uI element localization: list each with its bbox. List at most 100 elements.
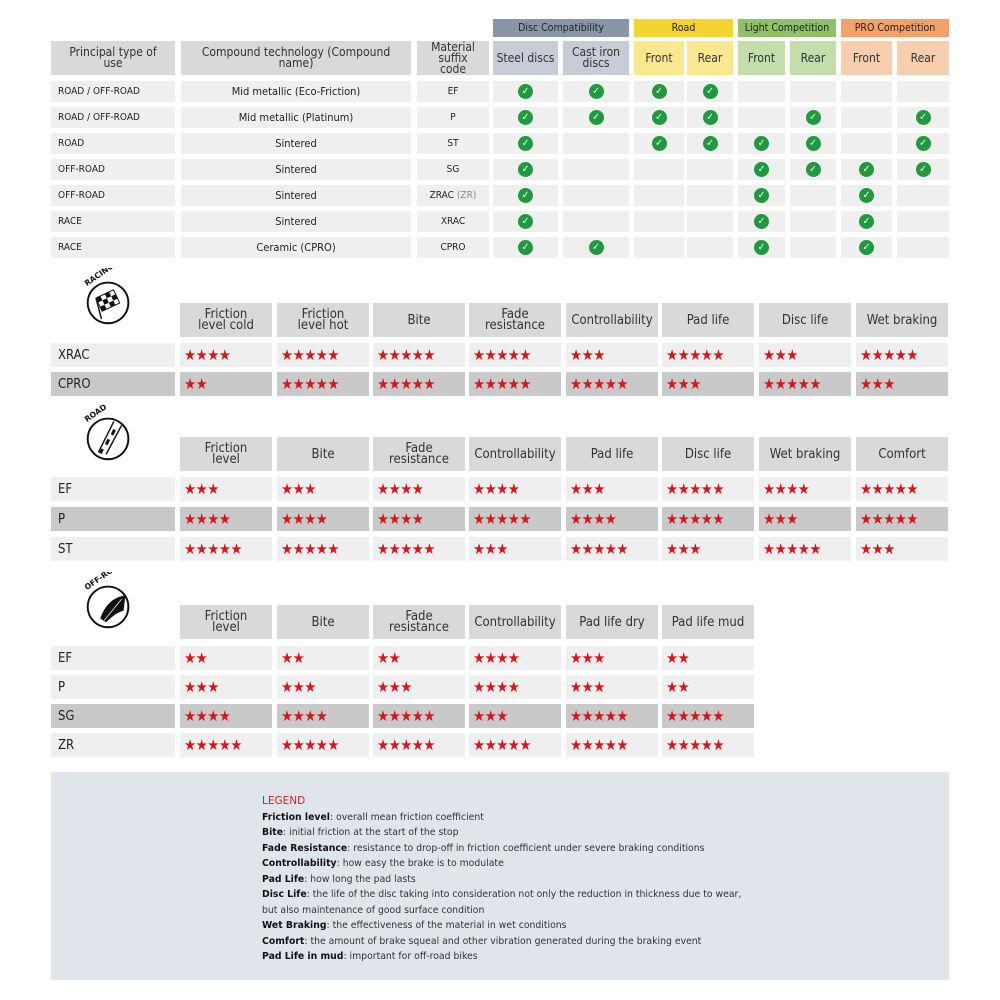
rating-row-code: EF: [51, 646, 175, 670]
column-header: Rear: [687, 41, 733, 75]
column-header: Front: [738, 41, 785, 75]
star-rating: ★★★★★: [662, 733, 754, 757]
column-header: Principal type of use: [51, 41, 175, 75]
check-cell: ✓: [841, 211, 892, 232]
check-cell: [687, 185, 733, 206]
check-cell: ✓: [790, 159, 836, 180]
star-rating: ★★★: [566, 646, 658, 670]
rating-row-code: ZR: [51, 733, 175, 757]
star-rating: ★★★★★: [662, 477, 754, 501]
rating-column-header: Bite: [373, 303, 465, 337]
check-icon: ✓: [754, 162, 769, 177]
star-rating: ★★★: [469, 537, 561, 561]
star-rating: ★★★★★: [662, 343, 754, 367]
star-rating: ★★★★★: [469, 343, 561, 367]
column-header-label: Compound technology (Compound name): [201, 45, 391, 70]
legend-term: Fade Resistance: [262, 842, 348, 854]
rating-column-header: Controllability: [469, 605, 561, 639]
code-cell: ZRAC (ZR): [417, 185, 489, 206]
check-icon: ✓: [588, 240, 604, 255]
code-cell: EF: [417, 81, 489, 102]
star-rating: ★★★★★: [277, 733, 369, 757]
star-rating: ★★★★: [180, 507, 272, 531]
rating-column-header: Disc life: [759, 303, 851, 337]
code: XRAC: [440, 216, 466, 227]
legend-item: Comfort: the amount of brake squeal and …: [262, 934, 741, 950]
legend-description: : the effectiveness of the material in w…: [326, 920, 567, 931]
star-rating: ★★★★: [759, 477, 851, 501]
rating-row-code: P: [51, 507, 175, 531]
star-rating: ★★★★★: [373, 343, 465, 367]
column-header: Front: [841, 41, 892, 75]
star-rating: ★★★★: [373, 507, 465, 531]
check-cell: [897, 211, 949, 232]
group-header: Road: [634, 19, 733, 37]
legend-term: Comfort: [262, 935, 305, 947]
legend-term: Disc Life: [262, 889, 307, 900]
star-rating: ★★★★: [180, 343, 272, 367]
rating-row-code: ST: [51, 537, 175, 561]
legend-item: but also maintenance of good surface con…: [262, 903, 741, 919]
column-header-label: Fade resistance: [485, 307, 545, 333]
rating-column-header: Pad life: [566, 437, 658, 471]
check-cell: [687, 211, 733, 232]
compound-cell: Sintered: [181, 159, 411, 180]
check-icon: ✓: [915, 136, 931, 151]
star-rating: ★★★★: [180, 704, 272, 728]
check-cell: [790, 211, 836, 232]
column-header-label: Pad life: [590, 446, 634, 462]
check-cell: ✓: [687, 81, 733, 102]
star-rating: ★★★: [662, 537, 754, 561]
star-rating: ★★★: [856, 372, 948, 396]
legend-item: Friction level: overall mean friction co…: [262, 810, 741, 826]
star-rating: ★★★★★: [662, 704, 754, 728]
star-rating: ★★★: [566, 675, 658, 699]
check-icon: ✓: [754, 136, 769, 151]
compound-cell: Ceramic (CPRO): [181, 237, 411, 258]
rating-column-header: Pad life dry: [566, 605, 658, 639]
star-rating: ★★★★★: [180, 733, 272, 757]
check-cell: ✓: [738, 159, 785, 180]
check-cell: ✓: [687, 107, 733, 128]
check-icon: ✓: [859, 188, 874, 203]
check-icon: ✓: [702, 110, 718, 125]
column-header: Cast iron discs: [563, 41, 629, 75]
rating-column-header: Wet braking: [856, 303, 948, 337]
star-rating: ★★: [277, 646, 369, 670]
star-rating: ★★★★★: [856, 507, 948, 531]
column-header-label: Disc life: [781, 312, 829, 328]
rating-column-header: Friction level hot: [277, 303, 369, 337]
check-cell: [634, 211, 684, 232]
check-cell: ✓: [841, 185, 892, 206]
star-rating: ★★★★★: [277, 343, 369, 367]
legend-term: Pad Life: [262, 873, 305, 885]
compound-cell: Sintered: [181, 133, 411, 154]
check-cell: ✓: [634, 107, 684, 128]
check-cell: [634, 185, 684, 206]
check-cell: [687, 237, 733, 258]
column-header-label: Friction level cold: [198, 307, 254, 333]
column-header-label: Rear: [697, 50, 723, 65]
check-cell: ✓: [493, 237, 558, 258]
check-cell: ✓: [897, 107, 949, 128]
rating-column-header: Friction level: [180, 437, 272, 471]
star-rating: ★★★★: [277, 704, 369, 728]
rating-column-header: Controllability: [566, 303, 658, 337]
star-rating: ★★★★: [277, 507, 369, 531]
rating-column-header: Fade resistance: [469, 303, 561, 337]
code-cell: CPRO: [417, 237, 489, 258]
check-cell: [790, 185, 836, 206]
column-header: Rear: [790, 41, 836, 75]
check-cell: ✓: [738, 185, 785, 206]
column-header-label: Bite: [311, 614, 335, 630]
star-rating: ★★: [180, 646, 272, 670]
star-rating: ★★★★★: [277, 372, 369, 396]
check-icon: ✓: [805, 136, 821, 151]
star-rating: ★★★: [759, 343, 851, 367]
use-cell: ROAD / OFF-ROAD: [51, 107, 175, 128]
check-cell: [563, 185, 629, 206]
column-header-label: Fade resistance: [389, 609, 449, 635]
column-header-label: Principal type of use: [69, 45, 157, 70]
check-cell: ✓: [493, 211, 558, 232]
check-cell: ✓: [738, 237, 785, 258]
